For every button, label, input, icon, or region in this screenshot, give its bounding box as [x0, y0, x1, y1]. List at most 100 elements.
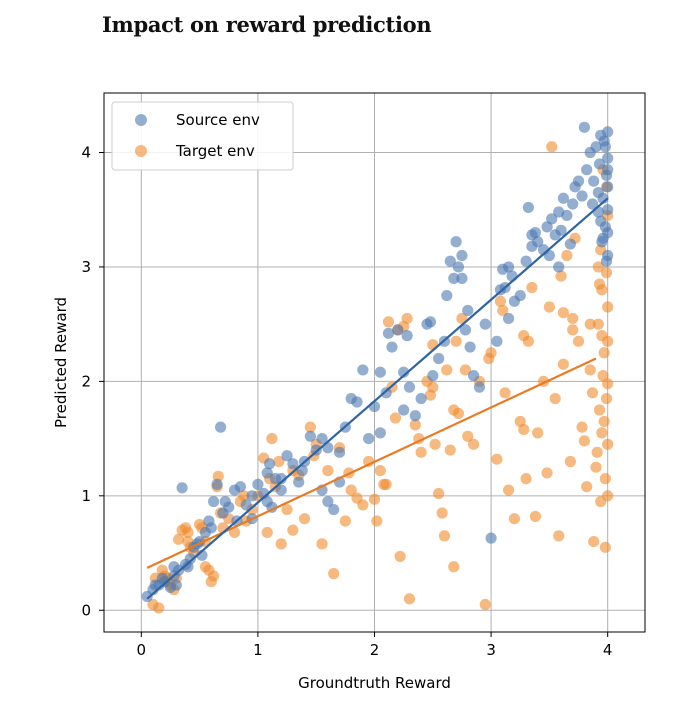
- y-tick-label: 4: [81, 144, 91, 162]
- source-point: [567, 198, 579, 210]
- target-point: [415, 446, 427, 458]
- target-point: [602, 301, 614, 313]
- target-point: [564, 455, 576, 468]
- source-point: [275, 484, 287, 496]
- target-point: [541, 467, 553, 479]
- target-point: [584, 318, 596, 330]
- target-point: [502, 484, 515, 496]
- y-tick-label: 1: [81, 487, 91, 505]
- source-point: [485, 532, 497, 544]
- source-point: [205, 522, 217, 534]
- source-point: [368, 400, 381, 413]
- target-point: [596, 330, 608, 342]
- y-tick-label: 0: [81, 601, 91, 619]
- target-point: [441, 364, 453, 376]
- y-tick-label: 3: [81, 258, 91, 276]
- target-point: [429, 438, 441, 450]
- page-title: Impact on reward prediction: [102, 12, 432, 37]
- target-point: [555, 270, 567, 282]
- target-point: [520, 473, 532, 485]
- target-point: [339, 515, 351, 527]
- source-point: [261, 495, 273, 508]
- source-point: [468, 370, 480, 382]
- source-point: [522, 201, 535, 214]
- legend-marker-source: [135, 114, 147, 126]
- target-fit-line: [146, 357, 597, 569]
- target-point: [207, 570, 220, 582]
- target-point: [595, 495, 607, 508]
- target-point: [427, 381, 439, 393]
- target-point: [459, 364, 472, 376]
- target-point: [581, 481, 593, 493]
- source-point: [526, 240, 538, 252]
- target-point: [584, 364, 596, 376]
- source-point: [597, 232, 609, 244]
- source-point: [456, 249, 468, 262]
- target-point: [304, 421, 316, 433]
- source-point: [491, 335, 503, 347]
- source-point: [473, 381, 486, 393]
- source-point: [211, 478, 223, 490]
- source-point: [459, 324, 472, 336]
- source-point: [529, 227, 542, 239]
- target-point: [450, 335, 462, 347]
- x-tick-label: 1: [253, 641, 263, 659]
- source-point: [398, 366, 410, 378]
- source-point: [602, 164, 614, 176]
- source-point: [600, 255, 613, 267]
- target-point: [275, 538, 287, 550]
- target-point: [518, 330, 530, 342]
- source-point: [363, 433, 375, 445]
- source-point: [581, 164, 593, 176]
- series-source: [141, 121, 614, 603]
- target-point: [497, 304, 509, 317]
- target-point: [572, 335, 585, 347]
- source-point: [450, 236, 462, 248]
- legend-label-source: Source env: [176, 111, 260, 129]
- target-point: [316, 538, 328, 550]
- target-point: [389, 412, 402, 424]
- source-point: [246, 490, 258, 502]
- source-point: [452, 261, 465, 273]
- source-point: [316, 433, 328, 445]
- target-point: [273, 455, 285, 468]
- target-point: [593, 278, 606, 290]
- source-point: [252, 478, 264, 490]
- source-point: [592, 186, 604, 199]
- target-point: [401, 312, 413, 325]
- source-point: [398, 404, 410, 416]
- points-layer: [141, 121, 614, 614]
- source-point: [462, 304, 474, 317]
- source-point: [514, 289, 526, 302]
- source-point: [351, 396, 363, 408]
- source-point: [602, 181, 614, 193]
- source-point: [441, 289, 453, 302]
- source-point: [234, 481, 247, 493]
- target-point: [266, 433, 278, 445]
- source-point: [263, 458, 276, 470]
- target-point: [518, 423, 530, 436]
- source-point: [578, 121, 590, 133]
- source-point: [170, 579, 182, 591]
- target-point: [600, 267, 613, 279]
- source-point: [333, 446, 346, 458]
- x-tick-label: 2: [370, 641, 380, 659]
- target-point: [491, 453, 503, 465]
- target-point: [598, 347, 610, 359]
- target-point: [532, 427, 544, 439]
- target-point: [602, 378, 614, 390]
- target-point: [567, 312, 579, 325]
- target-point: [593, 404, 606, 416]
- target-point: [543, 301, 555, 313]
- source-point: [392, 324, 404, 336]
- target-point: [586, 387, 599, 399]
- target-point: [598, 415, 610, 428]
- target-point: [433, 487, 445, 500]
- target-point: [557, 358, 569, 370]
- source-point: [553, 261, 565, 273]
- target-point: [409, 419, 421, 431]
- source-point: [386, 341, 398, 353]
- source-point: [219, 495, 231, 508]
- target-point: [526, 281, 538, 294]
- target-point: [382, 316, 395, 328]
